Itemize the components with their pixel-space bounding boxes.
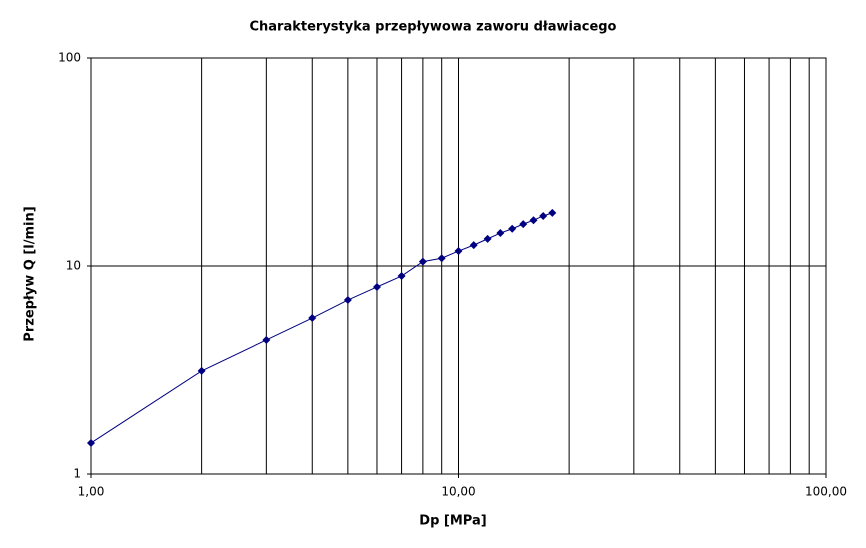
marker: [539, 211, 548, 220]
marker: [519, 220, 528, 229]
x-axis-label: Dp [MPa]: [419, 514, 486, 529]
marker: [496, 229, 505, 238]
marker: [87, 438, 95, 447]
marker: [483, 234, 492, 243]
marker: [308, 314, 317, 323]
marker: [372, 282, 381, 291]
marker: [343, 296, 352, 305]
marker: [418, 257, 427, 266]
x-tick-label: 10,00: [441, 485, 475, 499]
marker: [508, 224, 517, 233]
marker: [529, 216, 538, 225]
chart-title: Charakterystyka przepływowa zaworu dławi…: [249, 20, 616, 35]
marker: [397, 272, 406, 281]
marker: [548, 208, 557, 217]
x-tick-label: 100,00: [805, 485, 847, 499]
marker: [454, 247, 463, 256]
marker: [437, 254, 446, 263]
y-axis-label: Przepływ Q [l/min]: [23, 206, 38, 341]
x-tick-label: 1,00: [78, 485, 105, 499]
marker: [262, 335, 271, 344]
y-tick-label: 100: [58, 51, 81, 65]
marker: [197, 366, 206, 375]
y-tick-label: 10: [66, 259, 81, 273]
y-tick-label: 1: [73, 467, 81, 481]
marker: [469, 241, 478, 250]
